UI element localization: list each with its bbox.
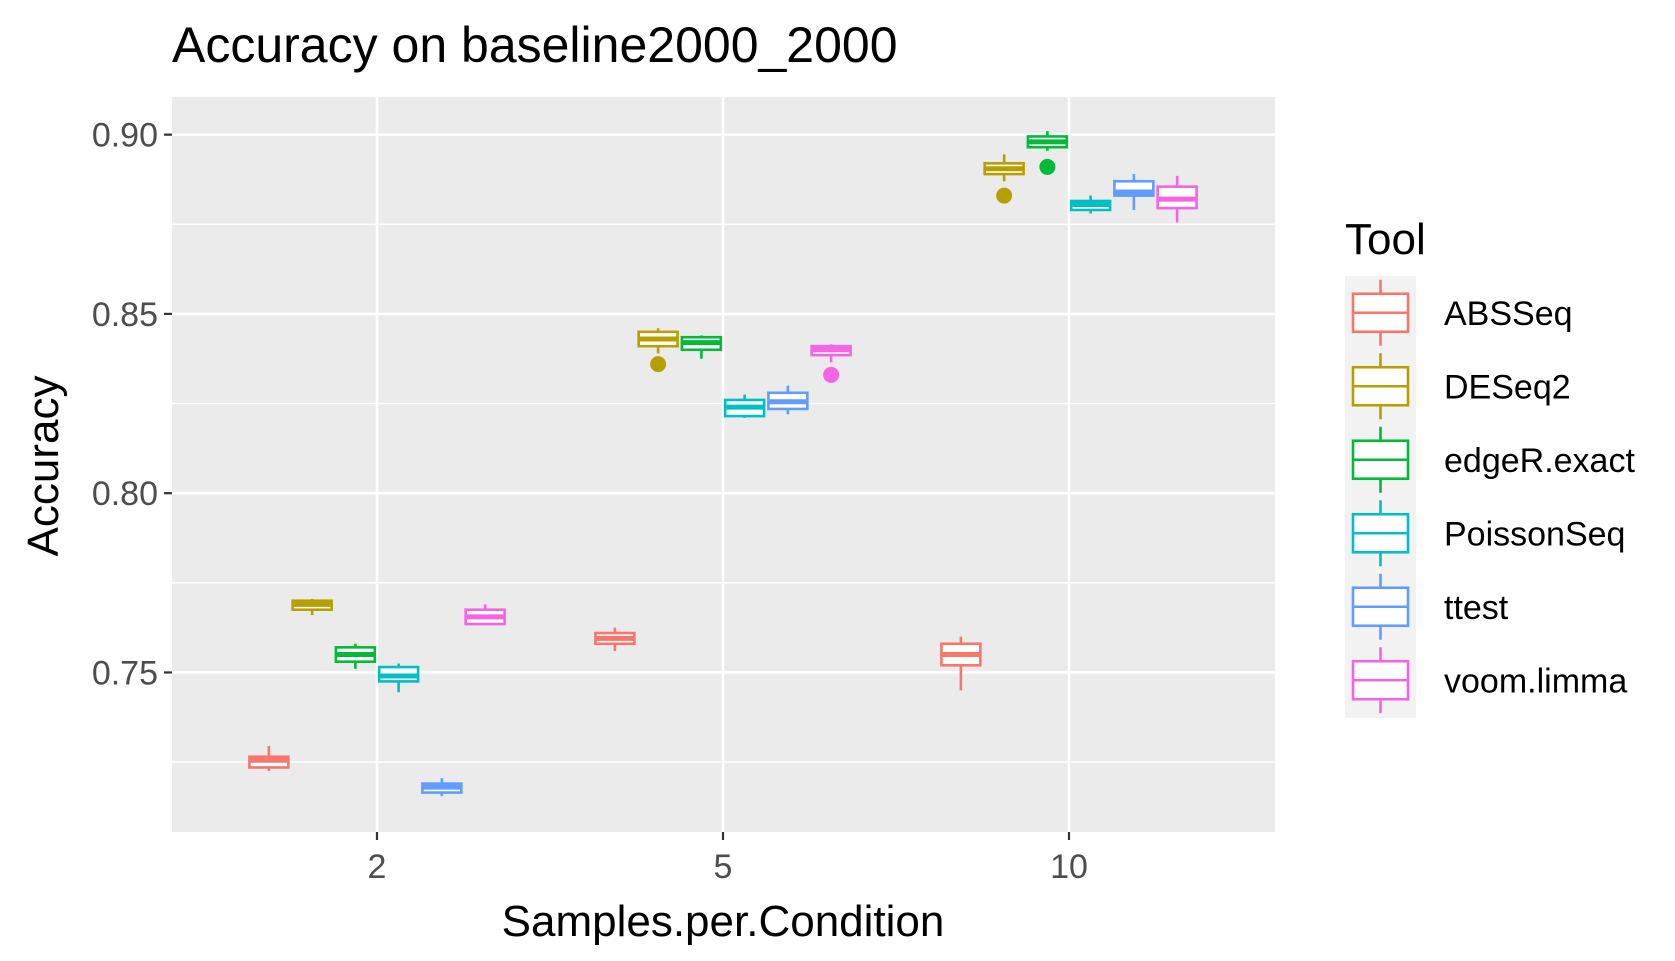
box-PoissonSeq-2 bbox=[377, 663, 420, 693]
box-PoissonSeq-5 bbox=[723, 394, 766, 418]
legend-item-ttest: ttest bbox=[1351, 573, 1509, 640]
box-voom.limma-5 bbox=[810, 344, 852, 383]
legend-key-panel bbox=[1345, 276, 1416, 718]
legend-label: ABSSeq bbox=[1444, 295, 1573, 333]
y-tick-label: 0.80 bbox=[92, 475, 158, 513]
box-edgeR.exact-5 bbox=[680, 335, 723, 359]
x-tick-label: 10 bbox=[1050, 848, 1088, 886]
box-DESeq2-2 bbox=[291, 598, 333, 616]
box-ABSSeq-5 bbox=[594, 627, 636, 651]
box-PoissonSeq-10 bbox=[1069, 195, 1112, 214]
boxplot-marks bbox=[248, 131, 1198, 797]
box-ttest-5 bbox=[767, 385, 809, 415]
legend-label: PoissonSeq bbox=[1444, 515, 1625, 553]
box-DESeq2-10 bbox=[983, 154, 1025, 204]
box-outlier-point bbox=[1039, 158, 1056, 175]
legend-item-DESeq2: DESeq2 bbox=[1351, 353, 1571, 420]
y-tick-label: 0.75 bbox=[92, 654, 158, 692]
box-outlier-point bbox=[823, 366, 840, 383]
box-outlier-point bbox=[650, 356, 667, 373]
y-tick-label: 0.90 bbox=[92, 117, 158, 155]
legend-label: ttest bbox=[1444, 589, 1509, 627]
y-tick-label: 0.85 bbox=[92, 296, 158, 334]
legend-item-edgeR.exact: edgeR.exact bbox=[1351, 426, 1635, 493]
x-axis-label: Samples.per.Condition bbox=[502, 897, 945, 946]
legend-title: Tool bbox=[1345, 215, 1426, 264]
box-DESeq2-5 bbox=[637, 328, 679, 373]
legend: Tool ABSSeq DESeq2 edgeR.exact PoissonSeq tt… bbox=[1345, 215, 1635, 718]
box-voom.limma-10 bbox=[1156, 175, 1198, 223]
x-tick-label: 2 bbox=[368, 848, 387, 886]
legend-label: voom.limma bbox=[1444, 662, 1627, 700]
legend-label: edgeR.exact bbox=[1444, 442, 1635, 480]
box-ttest-10 bbox=[1113, 174, 1155, 210]
y-axis-label: Accuracy bbox=[19, 376, 68, 557]
box-edgeR.exact-2 bbox=[334, 643, 377, 669]
legend-item-voom.limma: voom.limma bbox=[1351, 647, 1627, 714]
legend-item-PoissonSeq: PoissonSeq bbox=[1351, 500, 1625, 567]
x-tick-label: 5 bbox=[714, 848, 733, 886]
box-ttest-2 bbox=[421, 778, 463, 797]
box-edgeR.exact-10 bbox=[1026, 131, 1069, 175]
axes-layer: 0.75 0.80 0.85 0.90 2 5 10 bbox=[92, 117, 1088, 886]
legend-label: DESeq2 bbox=[1444, 368, 1571, 406]
chart-title: Accuracy on baseline2000_2000 bbox=[172, 17, 898, 73]
box-ABSSeq-10 bbox=[940, 636, 982, 691]
box-ABSSeq-2 bbox=[248, 745, 290, 772]
grid-layer bbox=[172, 97, 1275, 832]
box-outlier-point bbox=[996, 187, 1013, 204]
box-voom.limma-2 bbox=[464, 604, 506, 626]
legend-item-ABSSeq: ABSSeq bbox=[1351, 279, 1573, 346]
legend-items: ABSSeq DESeq2 edgeR.exact PoissonSeq ttest vo… bbox=[1351, 279, 1635, 714]
